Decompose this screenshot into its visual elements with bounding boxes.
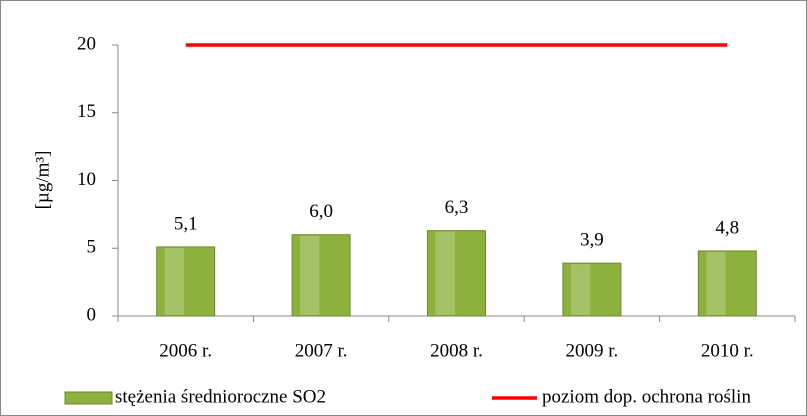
legend-swatch — [64, 391, 113, 405]
y-tick-label: 5 — [87, 237, 97, 258]
bar — [427, 230, 486, 317]
y-tick-label: 20 — [77, 33, 96, 54]
bar — [156, 246, 216, 317]
data-label: 5,1 — [174, 213, 198, 234]
y-axis-label: [µg/m³] — [32, 151, 53, 210]
bar — [562, 262, 622, 317]
legend-label: poziom dop. ochrona roślin — [542, 386, 751, 407]
bar-shine — [570, 264, 591, 315]
data-label: 6,0 — [309, 201, 333, 222]
bar — [697, 250, 757, 317]
data-label: 3,9 — [580, 230, 604, 251]
y-tick-label: 0 — [87, 304, 97, 325]
bar-shine — [706, 251, 726, 315]
bar-shine — [435, 231, 455, 315]
y-tick-label: 15 — [77, 101, 96, 122]
x-tick-label: 2009 r. — [566, 340, 619, 361]
bar-shine — [300, 235, 320, 315]
y-tick-label: 10 — [77, 169, 96, 190]
x-tick-label: 2008 r. — [430, 340, 483, 361]
data-label: 6,3 — [445, 197, 469, 218]
bar-shine — [164, 247, 185, 315]
bar — [291, 234, 351, 317]
x-tick-label: 2007 r. — [295, 340, 348, 361]
legend-label: stężenia średnioroczne SO2 — [115, 386, 326, 407]
x-tick-label: 2006 r. — [159, 340, 212, 361]
data-label: 4,8 — [715, 217, 739, 238]
x-tick-label: 2010 r. — [701, 340, 754, 361]
